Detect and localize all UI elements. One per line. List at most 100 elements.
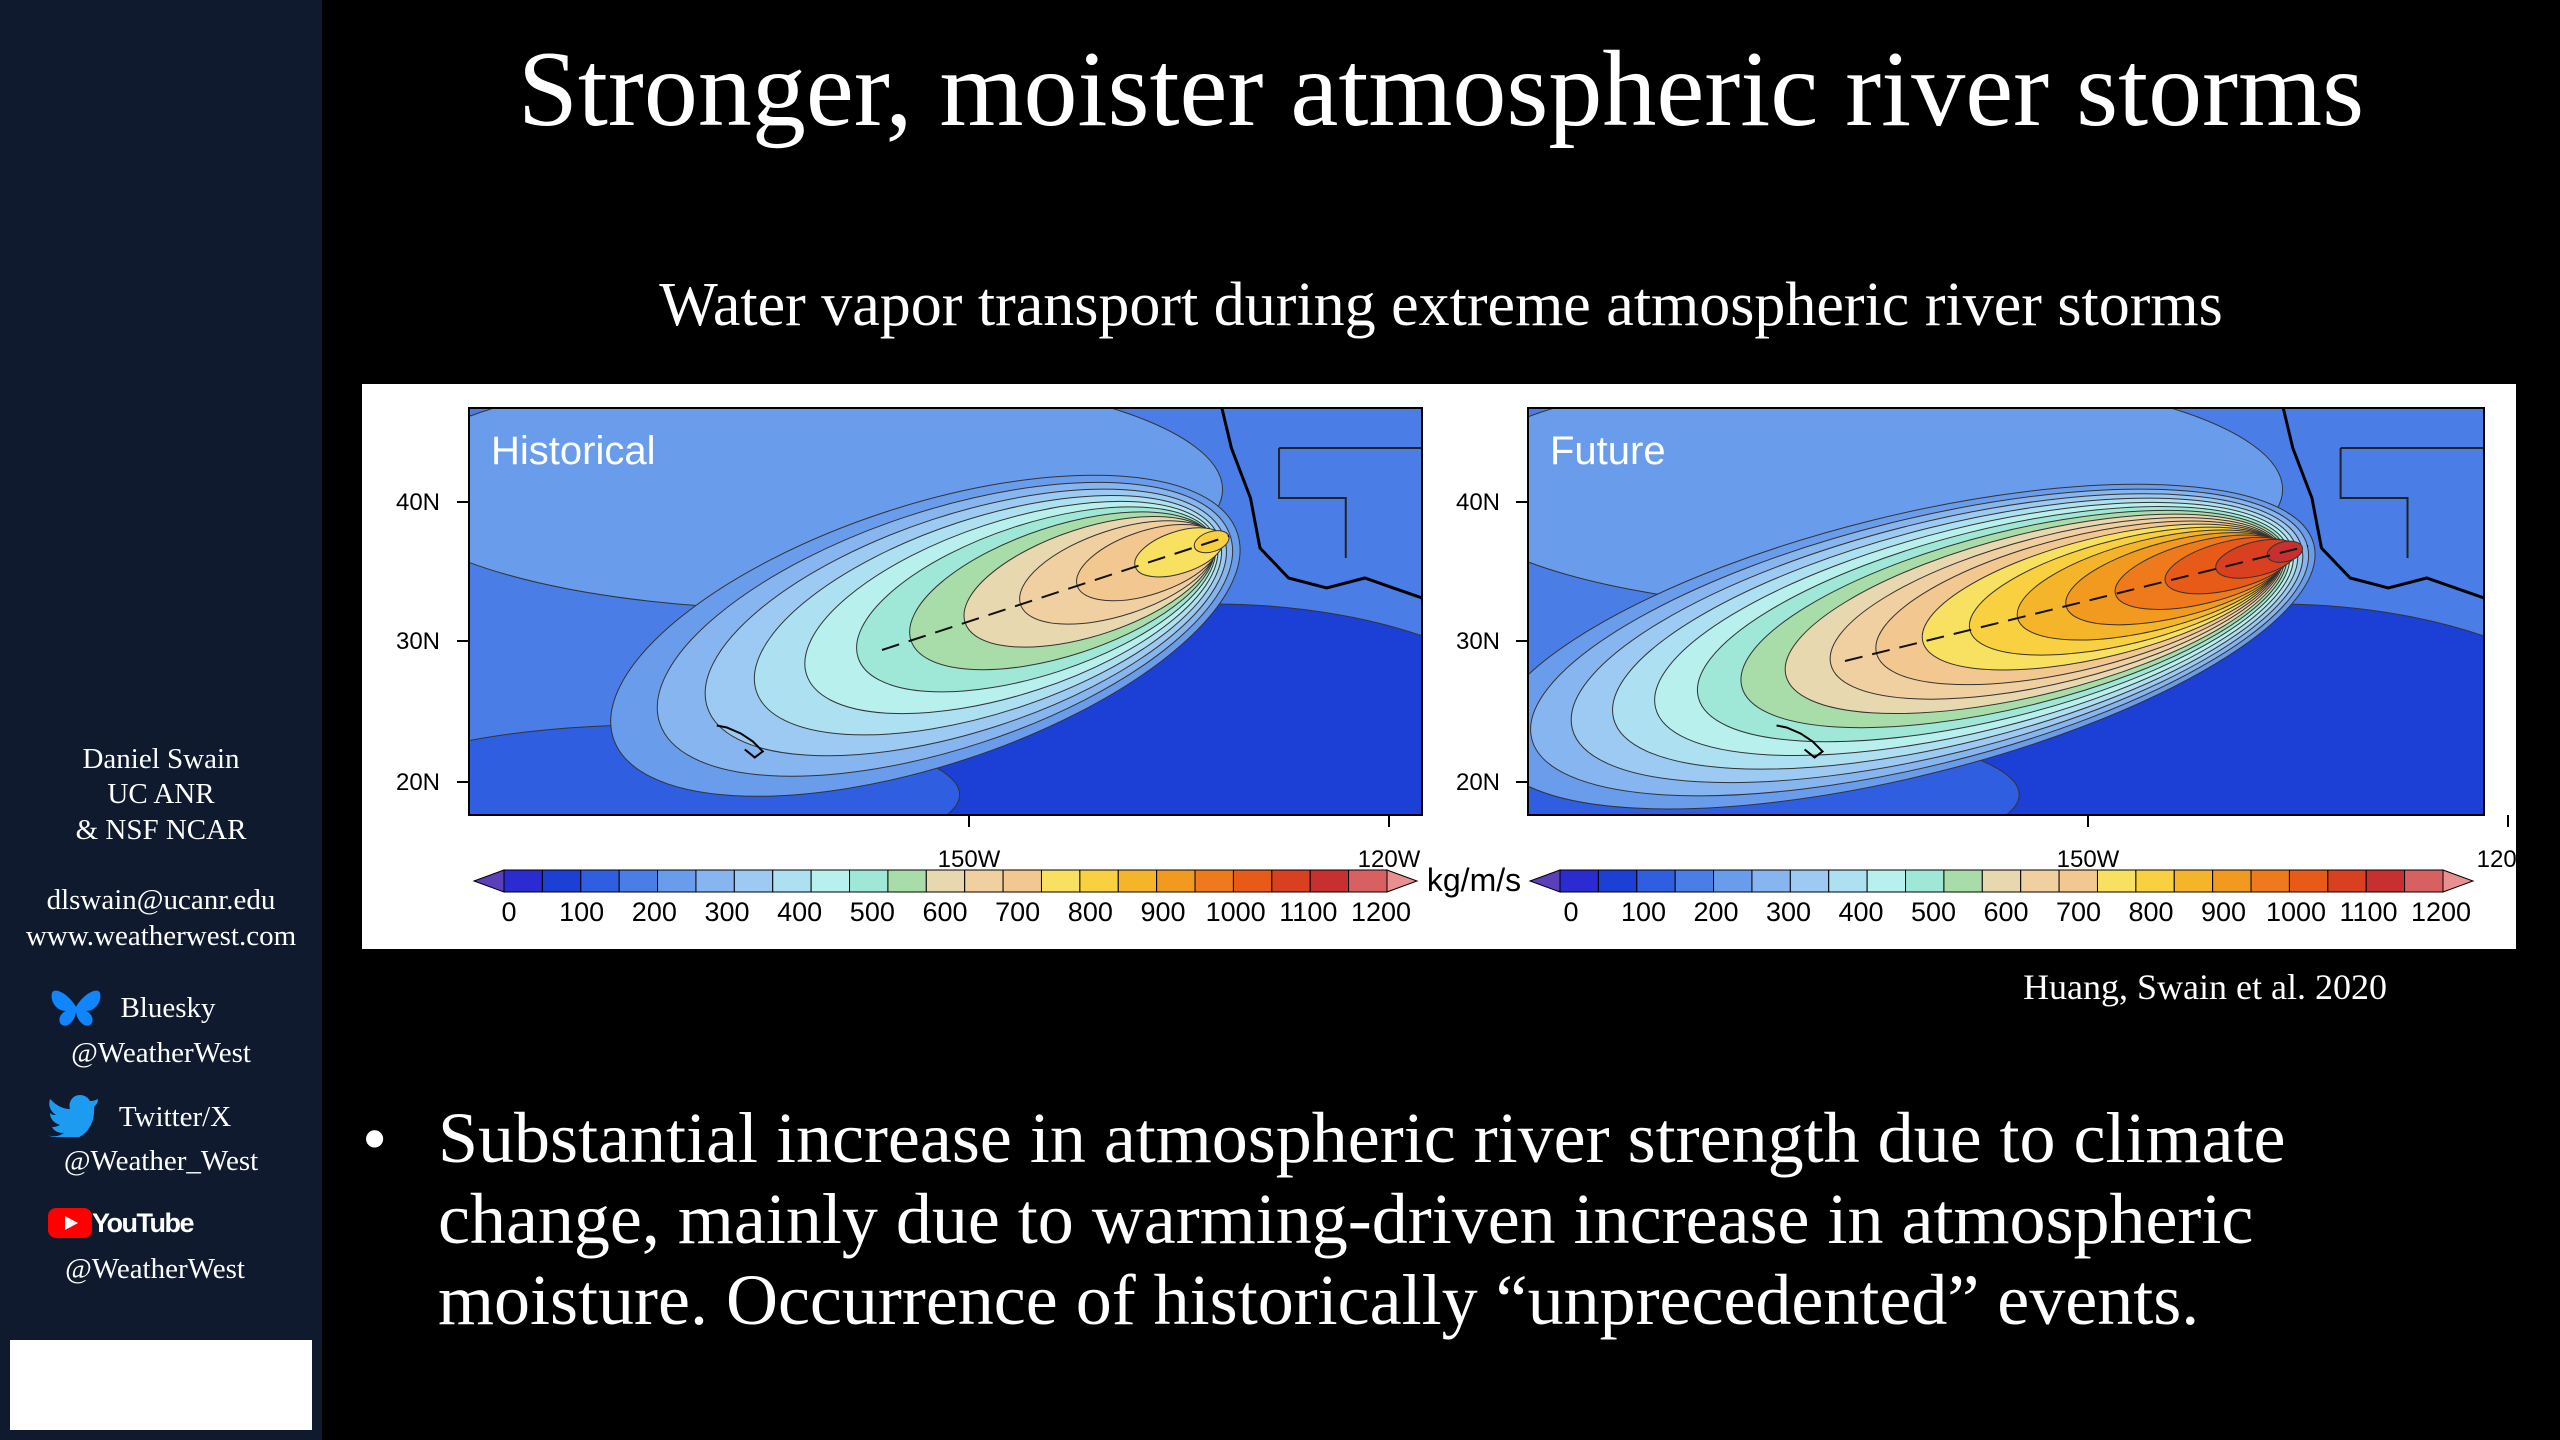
lat-label: 40N [396,489,440,516]
colorbar-tick-label: 200 [1693,897,1738,927]
colorbar-tick-label: 600 [1983,897,2028,927]
colorbar-tick-label: 700 [995,897,1040,927]
colorbar-end [1386,869,1419,893]
colorbar-segment [695,869,735,893]
bullet-marker: • [362,1099,388,1179]
author-affiliation: & NSF NCAR [75,814,247,846]
colorbar-tick-label: 1100 [2339,897,2397,927]
lon-label: 120W [2477,846,2516,873]
email: dlswain@ucanr.edu [46,884,276,916]
colorbar-segment [1751,869,1791,893]
colorbar-tick-label: 1100 [1279,897,1337,927]
panel-label: Historical [491,429,655,473]
author-name: Daniel Swain [82,743,240,775]
colorbar-segment [2173,869,2214,893]
track-line [1844,545,2309,662]
lat-label: 20N [396,769,440,796]
colorbar-segment [1789,869,1830,893]
islands [716,724,765,759]
colorbar-tick-label: 200 [632,897,677,927]
colorbar-tick-label: 800 [1068,897,1113,927]
colorbar-segment [1828,869,1868,893]
colorbar-segment [1597,869,1638,893]
map-field [1528,408,2484,815]
colorbar-tick-label: 900 [1140,897,1185,927]
colorbar-segment [2058,869,2098,893]
colorbar-tick-label: 400 [777,897,822,927]
colorbar-segment [1002,869,1042,893]
youtube-icon [48,1208,92,1238]
colorbar-segment [580,869,620,893]
islands [1776,724,1825,759]
colorbar-segment [2404,869,2444,893]
colorbar-tick-label: 100 [559,897,604,927]
colorbar-segment [2096,869,2137,893]
colorbar-segment [1348,869,1388,893]
colorbar-segment [1117,869,1158,893]
citation: Huang, Swain et al. 2020 [2023,967,2387,1007]
colorbar-segment [2135,869,2175,893]
bluesky-icon [51,990,101,1026]
colorbar-segment [1040,869,1081,893]
website: www.weatherwest.com [25,920,297,952]
lon-label: 150W [2057,846,2120,873]
colorbar-tick-label: 700 [2056,897,2101,927]
colorbar-segment [1674,869,1715,893]
colorbar-segment [1559,869,1599,893]
colorbar-tick-label: 0 [501,897,516,927]
social-platform: YouTube [92,1208,194,1238]
colorbar-segment [1636,869,1676,893]
social-platform: Twitter/X [118,1101,232,1133]
coastline [1220,408,1422,600]
colorbar-tick-label: 600 [922,897,967,927]
colorbar-segment [1271,869,1311,893]
colorbar-tick-label: 1000 [2266,897,2326,927]
colorbar-segment [503,869,543,893]
social-handle: @WeatherWest [65,1253,245,1285]
colorbar-segment [1713,869,1753,893]
colorbar-segment [2250,869,2290,893]
lat-label: 30N [1456,628,1500,655]
map-frame [468,407,1423,816]
map-field [469,408,1422,815]
state-border [1278,447,1422,558]
lat-label: 20N [1456,769,1500,796]
colorbar-tick-label: 900 [2201,897,2246,927]
colorbar-tick-label: 100 [1621,897,1666,927]
slide-title: Stronger, moister atmospheric river stor… [517,30,2365,149]
colorbar-segment [1194,869,1234,893]
colorbar-segment [2288,869,2329,893]
lat-label: 40N [1456,489,1500,516]
colorbar-tick-label: 300 [704,897,749,927]
sidebar: Daniel Swain UC ANR & NSF NCAR dlswain@u… [0,0,322,1440]
colorbar-segment [849,869,889,893]
social-handle: @Weather_West [63,1145,259,1177]
colorbar-tick-label: 500 [850,897,895,927]
map-frame [1527,407,2485,816]
colorbar-segment [810,869,851,893]
track-line [881,535,1230,651]
lon-label: 150W [938,846,1001,873]
figure-subtitle: Water vapor transport during extreme atm… [659,271,2223,339]
colorbar-tick-label: 1000 [1206,897,1266,927]
colorbar-segment [1156,869,1196,893]
lat-label: 30N [396,628,440,655]
colorbar-segment [2020,869,2060,893]
colorbar-segment [925,869,966,893]
coastline [2281,408,2484,600]
map-panel: Historical [468,407,1423,816]
author-affiliation: UC ANR [107,778,215,810]
white-box [10,1340,312,1430]
figure: Historical 40N 30N 20N 150W 120W 0 100 200 300 400… [362,384,2516,949]
colorbar-tick-label: 800 [2128,897,2173,927]
map-panel: Future [1527,407,2485,816]
colorbar-segment [618,869,659,893]
social-platform: Bluesky [120,992,216,1024]
colorbar-tick-label: 1200 [2411,897,2471,927]
colorbar-segment [1309,869,1350,893]
twitter-icon [48,1095,98,1137]
colorbar-segment [964,869,1004,893]
colorbar-unit: kg/m/s [1427,862,1521,898]
state-border [2339,447,2484,558]
